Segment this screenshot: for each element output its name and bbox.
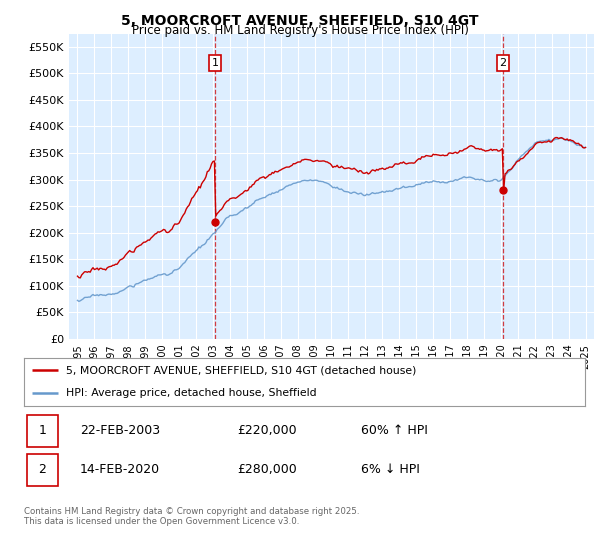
Text: 6% ↓ HPI: 6% ↓ HPI [361, 463, 419, 477]
Text: 1: 1 [38, 424, 46, 437]
Text: £280,000: £280,000 [237, 463, 297, 477]
Text: 1: 1 [212, 58, 218, 68]
Bar [27, 454, 58, 486]
Bar [27, 414, 58, 447]
Text: HPI: Average price, detached house, Sheffield: HPI: Average price, detached house, Shef… [66, 388, 317, 398]
Text: 14-FEB-2020: 14-FEB-2020 [80, 463, 160, 477]
Text: Price paid vs. HM Land Registry's House Price Index (HPI): Price paid vs. HM Land Registry's House … [131, 24, 469, 37]
Text: 5, MOORCROFT AVENUE, SHEFFIELD, S10 4GT (detached house): 5, MOORCROFT AVENUE, SHEFFIELD, S10 4GT … [66, 365, 416, 375]
Text: 60% ↑ HPI: 60% ↑ HPI [361, 424, 427, 437]
Text: 2: 2 [38, 463, 46, 477]
Text: Contains HM Land Registry data © Crown copyright and database right 2025.
This d: Contains HM Land Registry data © Crown c… [24, 507, 359, 526]
Text: £220,000: £220,000 [237, 424, 297, 437]
Text: 22-FEB-2003: 22-FEB-2003 [80, 424, 160, 437]
Text: 5, MOORCROFT AVENUE, SHEFFIELD, S10 4GT: 5, MOORCROFT AVENUE, SHEFFIELD, S10 4GT [121, 14, 479, 28]
Text: 2: 2 [499, 58, 506, 68]
